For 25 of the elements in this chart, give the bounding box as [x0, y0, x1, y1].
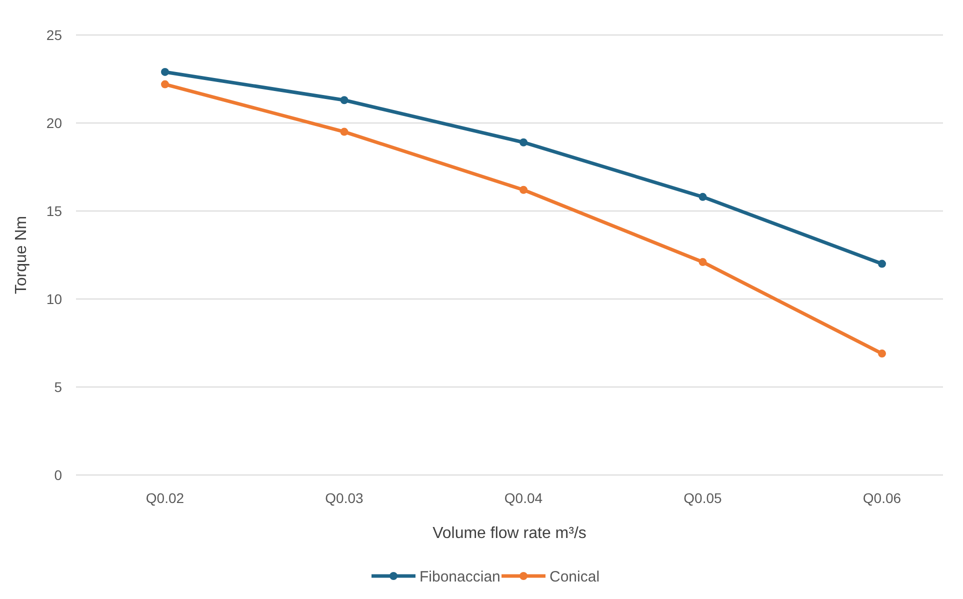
- y-tick-label: 20: [46, 114, 62, 131]
- point: [340, 128, 348, 136]
- point: [878, 260, 886, 268]
- y-tick-label: 25: [46, 26, 62, 43]
- point: [698, 192, 707, 201]
- legend-label: Conical: [550, 568, 600, 586]
- x-tick-label: Q0.04: [504, 490, 543, 506]
- y-tick-label: 10: [46, 290, 62, 307]
- point: [520, 138, 528, 146]
- point: [161, 80, 169, 88]
- point: [161, 68, 169, 76]
- y-axis-title: Torque Nm: [13, 216, 30, 294]
- point: [878, 350, 886, 358]
- point: [698, 258, 707, 266]
- y-tick-label: 0: [54, 466, 62, 483]
- legend-label: Fibonaccian: [420, 568, 500, 586]
- x-tick-label: Q0.06: [862, 490, 902, 506]
- x-tick-label: Q0.02: [146, 490, 184, 506]
- point: [340, 96, 348, 104]
- x-tick-label: Q0.05: [684, 490, 722, 506]
- x-axis-title: Volume flow rate m³/s: [432, 525, 586, 542]
- y-tick-label: 5: [54, 378, 62, 395]
- x-tick-label: Q0.03: [325, 490, 364, 506]
- point: [520, 186, 528, 194]
- y-tick-label: 15: [46, 202, 62, 219]
